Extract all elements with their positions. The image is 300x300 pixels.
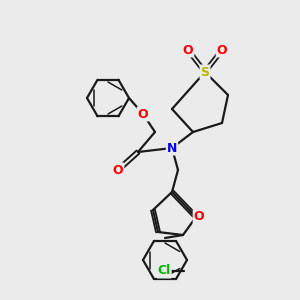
Text: S: S [200, 65, 209, 79]
Text: O: O [217, 44, 227, 56]
Text: Cl: Cl [158, 265, 171, 278]
Text: O: O [183, 44, 193, 56]
Text: N: N [167, 142, 177, 154]
Text: O: O [138, 107, 148, 121]
Text: O: O [113, 164, 123, 176]
Text: O: O [194, 211, 204, 224]
